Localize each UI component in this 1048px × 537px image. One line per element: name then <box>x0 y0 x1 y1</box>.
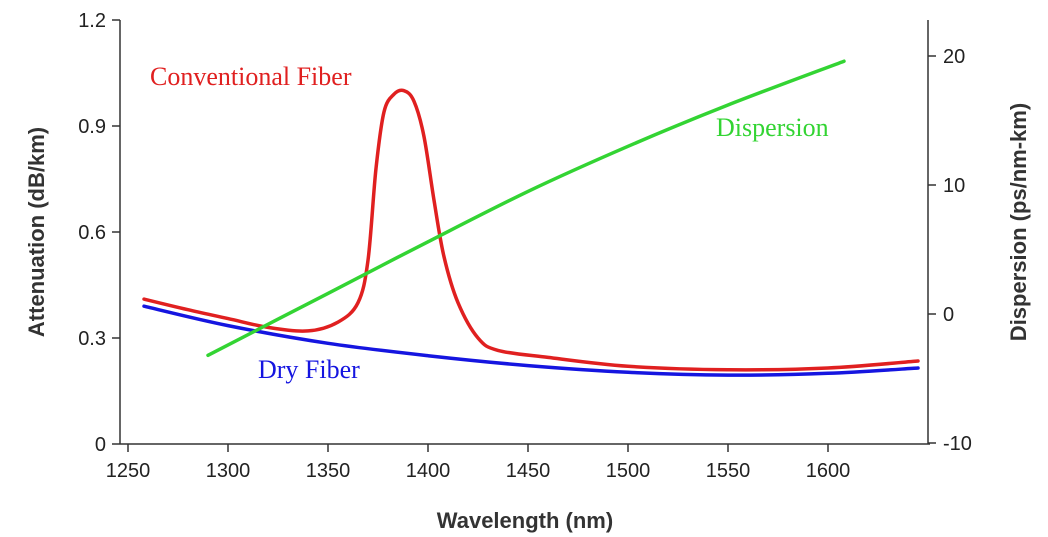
y-left-tick-label: 0 <box>95 434 106 456</box>
x-tick-label: 1550 <box>706 460 751 482</box>
y-axis-right-title: Dispersion (ps/nm-km) <box>1006 103 1031 341</box>
conventional-fiber-line <box>142 88 920 372</box>
y-right-tick-label: 10 <box>943 175 965 197</box>
y-left-tick-label: 0.3 <box>78 328 106 350</box>
x-tick-label: 1600 <box>806 460 851 482</box>
x-tick-label: 1450 <box>506 460 551 482</box>
x-tick-label: 1250 <box>106 460 151 482</box>
dispersion-line <box>206 59 846 358</box>
x-tick-label: 1300 <box>206 460 251 482</box>
labels: Wavelength (nm) Attenuation (dB/km) Disp… <box>24 62 1031 533</box>
dry-fiber-label: Dry Fiber <box>258 355 360 384</box>
x-tick-label: 1400 <box>406 460 451 482</box>
curves <box>142 59 920 377</box>
dry-fiber-line <box>142 304 920 377</box>
x-axis-title: Wavelength (nm) <box>437 508 613 533</box>
y-right-tick-label: 0 <box>943 304 954 326</box>
y-axis-left-title: Attenuation (dB/km) <box>24 127 49 337</box>
y-left-tick-label: 1.2 <box>78 10 106 32</box>
dispersion-label: Dispersion <box>716 113 829 142</box>
y-right-tick-label: -10 <box>943 433 972 455</box>
y-right-tick-label: 20 <box>943 46 965 68</box>
y-left-tick-label: 0.6 <box>78 222 106 244</box>
conventional-fiber-label: Conventional Fiber <box>150 62 352 91</box>
x-tick-label: 1500 <box>606 460 651 482</box>
x-tick-label: 1350 <box>306 460 351 482</box>
ticks: 1250 1300 1350 1400 1450 1500 1550 1600 0 0.3 0.6 0… <box>78 10 972 482</box>
y-left-tick-label: 0.9 <box>78 116 106 138</box>
